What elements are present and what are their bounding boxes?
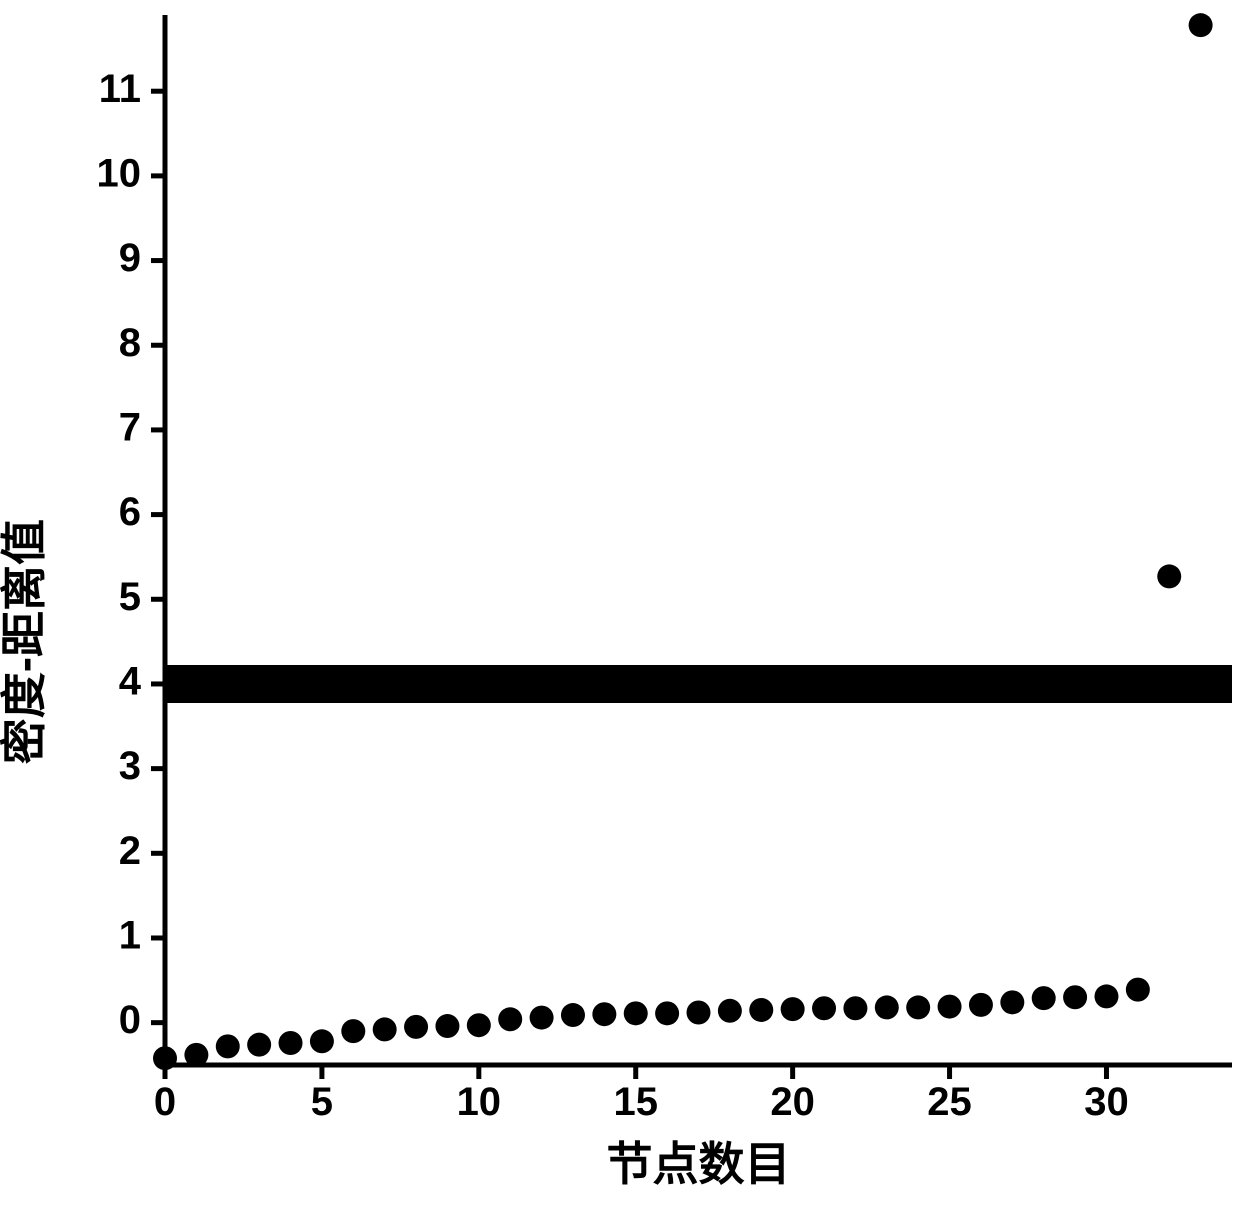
data-point: [279, 1031, 303, 1055]
y-tick-label: 1: [119, 914, 141, 958]
data-point: [1094, 984, 1118, 1008]
y-tick-label: 5: [119, 575, 141, 619]
y-tick-label: 7: [119, 405, 141, 449]
data-point: [184, 1043, 208, 1067]
y-tick-label: 0: [119, 998, 141, 1042]
x-tick-label: 0: [154, 1080, 176, 1124]
data-point: [718, 999, 742, 1023]
y-tick-label: 4: [119, 660, 142, 704]
data-point: [1126, 978, 1150, 1002]
data-point: [906, 995, 930, 1019]
x-tick-label: 30: [1084, 1080, 1129, 1124]
data-point: [498, 1007, 522, 1031]
data-point: [247, 1033, 271, 1057]
data-point: [812, 996, 836, 1020]
y-tick-label: 8: [119, 321, 141, 365]
data-point: [843, 996, 867, 1020]
data-point: [1157, 564, 1181, 588]
y-tick-label: 9: [119, 236, 141, 280]
y-tick-label: 6: [119, 490, 141, 534]
data-point: [1063, 985, 1087, 1009]
data-point: [624, 1001, 648, 1025]
data-point: [749, 998, 773, 1022]
x-axis-title: 节点数目: [607, 1138, 791, 1190]
data-point: [938, 995, 962, 1019]
data-point: [341, 1019, 365, 1043]
data-point: [561, 1003, 585, 1027]
data-point: [467, 1013, 491, 1037]
y-axis-title: 密度-距离值: [0, 519, 50, 764]
data-point: [1032, 986, 1056, 1010]
data-point: [216, 1034, 240, 1058]
data-point: [592, 1002, 616, 1026]
x-tick-label: 10: [457, 1080, 502, 1124]
data-point: [1000, 990, 1024, 1014]
x-tick-label: 25: [927, 1080, 972, 1124]
data-point: [153, 1046, 177, 1070]
y-tick-label: 2: [119, 829, 141, 873]
data-point: [435, 1014, 459, 1038]
y-tick-label: 11: [99, 67, 141, 111]
data-point: [687, 1001, 711, 1025]
data-point: [404, 1015, 428, 1039]
data-point: [1189, 13, 1213, 37]
x-tick-label: 20: [770, 1080, 815, 1124]
y-tick-label: 3: [119, 744, 141, 788]
x-tick-label: 5: [311, 1080, 333, 1124]
data-point: [781, 997, 805, 1021]
data-point: [530, 1006, 554, 1030]
data-point: [310, 1029, 334, 1053]
y-tick-label: 10: [97, 151, 142, 195]
scatter-chart: 0 1 2 3 4 5 6 7 8 9 10 11 0 5 10 15 20 25 30 密度-距离值节点数目: [0, 0, 1240, 1212]
data-point: [655, 1001, 679, 1025]
data-point: [875, 995, 899, 1019]
chart-svg: 0 1 2 3 4 5 6 7 8 9 10 11 0 5 10 15 20 25 30 密度-距离值节点数目: [0, 0, 1240, 1212]
x-tick-label: 15: [613, 1080, 658, 1124]
data-point: [373, 1017, 397, 1041]
data-point: [969, 993, 993, 1017]
